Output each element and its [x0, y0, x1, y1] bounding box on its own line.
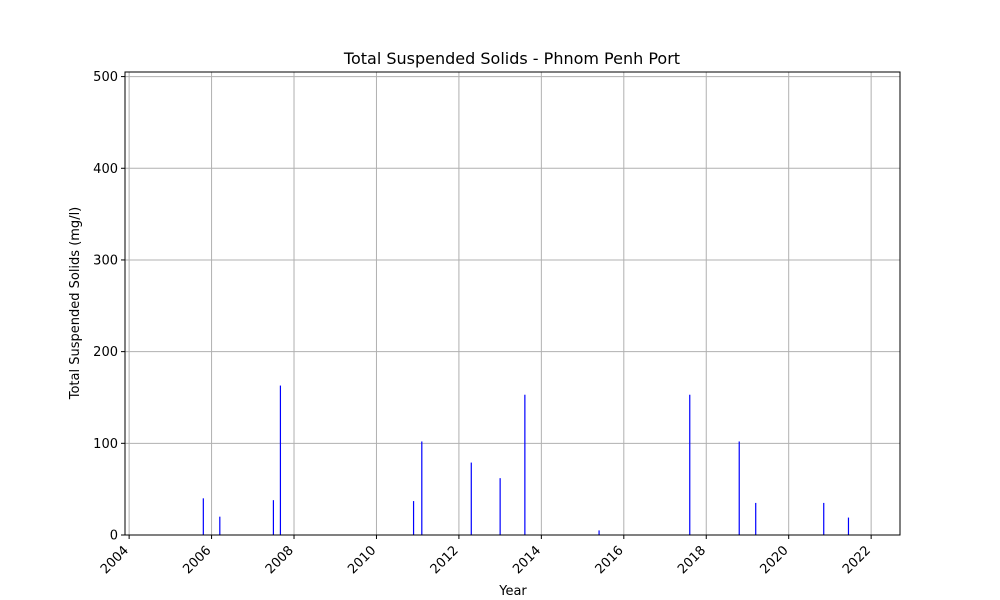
x-tick-label: 2004 — [98, 543, 132, 577]
x-tick-label: 2020 — [758, 543, 792, 577]
y-ticks: 0 100 200 300 400 500 — [93, 70, 125, 544]
x-tick-label: 2014 — [510, 543, 544, 577]
bar — [823, 502, 825, 535]
bar — [524, 394, 526, 535]
bar — [279, 385, 282, 535]
y-tick-label: 400 — [93, 162, 118, 177]
bar — [847, 517, 850, 535]
bar — [412, 501, 415, 535]
x-axis-label: Year — [498, 584, 527, 599]
plot-frame — [124, 71, 901, 536]
bar — [598, 530, 600, 535]
x-tick-label: 2018 — [675, 543, 709, 577]
bar — [755, 502, 757, 535]
grid-lines — [125, 72, 900, 536]
bar — [219, 516, 221, 535]
y-tick-label: 0 — [110, 529, 118, 544]
y-tick-label: 200 — [93, 345, 118, 360]
x-tick-label: 2010 — [345, 543, 379, 577]
y-axis-label: Total Suspended Solids (mg/l) — [68, 207, 83, 401]
bar — [272, 500, 275, 535]
bars-group — [202, 385, 850, 535]
x-tick-label: 2016 — [593, 543, 627, 577]
bar — [738, 441, 740, 535]
bar — [470, 462, 472, 535]
y-tick-label: 300 — [93, 253, 118, 268]
y-tick-label: 100 — [93, 437, 118, 452]
x-tick-label: 2008 — [263, 543, 297, 577]
x-tick-label: 2012 — [428, 543, 462, 577]
bar — [499, 478, 501, 535]
bar — [202, 498, 204, 535]
x-tick-label: 2006 — [180, 543, 214, 577]
bar — [421, 441, 423, 535]
x-tick-label: 2022 — [840, 543, 874, 577]
x-ticks: 2004 2006 2008 2010 2012 2014 2016 2018 2020 2022 — [98, 535, 874, 577]
bar — [689, 394, 691, 535]
chart-title: Total Suspended Solids - Phnom Penh Port — [343, 49, 680, 68]
y-tick-label: 500 — [93, 70, 118, 85]
